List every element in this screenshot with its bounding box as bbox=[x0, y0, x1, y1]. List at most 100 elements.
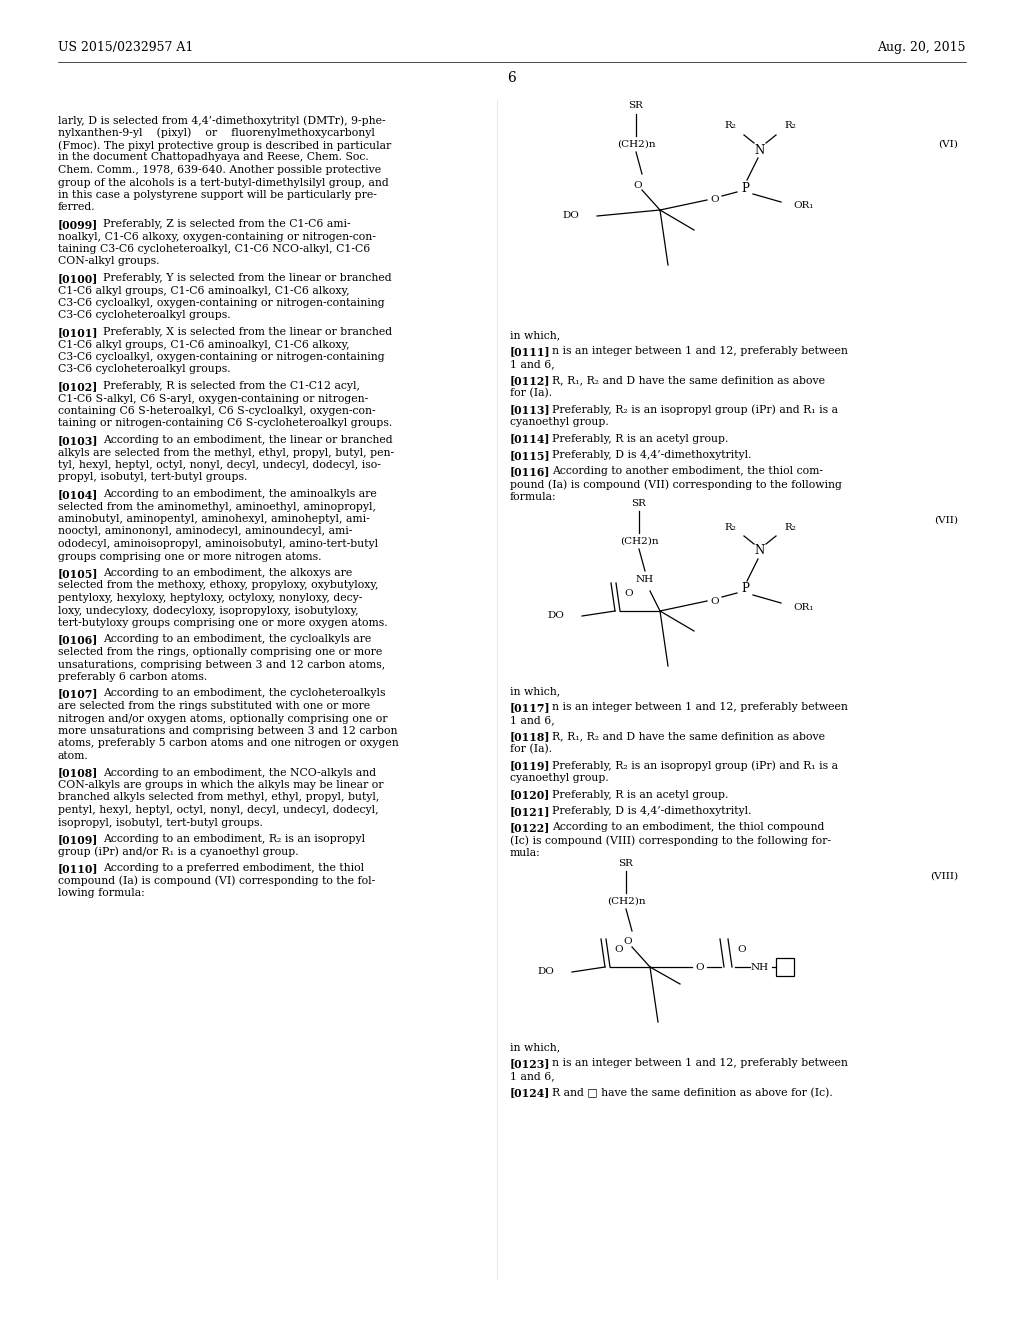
Text: isopropyl, isobutyl, tert-butyl groups.: isopropyl, isobutyl, tert-butyl groups. bbox=[58, 817, 263, 828]
Bar bbox=[776, 958, 794, 975]
Text: O: O bbox=[624, 937, 632, 946]
Text: for (Ia).: for (Ia). bbox=[510, 744, 552, 754]
Text: mula:: mula: bbox=[510, 847, 541, 858]
Text: (VI): (VI) bbox=[938, 140, 958, 149]
Text: [0100]: [0100] bbox=[58, 273, 98, 284]
Text: groups comprising one or more nitrogen atoms.: groups comprising one or more nitrogen a… bbox=[58, 552, 322, 561]
Text: C3-C6 cycloalkyl, oxygen-containing or nitrogen-containing: C3-C6 cycloalkyl, oxygen-containing or n… bbox=[58, 352, 385, 362]
Text: group of the alcohols is a tert-butyl-dimethylsilyl group, and: group of the alcohols is a tert-butyl-di… bbox=[58, 177, 389, 187]
Text: N: N bbox=[755, 144, 765, 157]
Text: cyanoethyl group.: cyanoethyl group. bbox=[510, 774, 608, 783]
Text: (CH2)n: (CH2)n bbox=[620, 536, 658, 545]
Text: 1 and 6,: 1 and 6, bbox=[510, 359, 555, 370]
Text: nooctyl, aminononyl, aminodecyl, aminoundecyl, ami-: nooctyl, aminononyl, aminodecyl, aminoun… bbox=[58, 527, 352, 536]
Text: branched alkyls selected from methyl, ethyl, propyl, butyl,: branched alkyls selected from methyl, et… bbox=[58, 792, 379, 803]
Text: pentyloxy, hexyloxy, heptyloxy, octyloxy, nonyloxy, decy-: pentyloxy, hexyloxy, heptyloxy, octyloxy… bbox=[58, 593, 362, 603]
Text: in the document Chattopadhyaya and Reese, Chem. Soc.: in the document Chattopadhyaya and Reese… bbox=[58, 153, 369, 162]
Text: alkyls are selected from the methyl, ethyl, propyl, butyl, pen-: alkyls are selected from the methyl, eth… bbox=[58, 447, 394, 458]
Text: O: O bbox=[634, 181, 642, 190]
Text: in which,: in which, bbox=[510, 1041, 560, 1052]
Text: noalkyl, C1-C6 alkoxy, oxygen-containing or nitrogen-con-: noalkyl, C1-C6 alkoxy, oxygen-containing… bbox=[58, 231, 376, 242]
Text: Preferably, R is selected from the C1-C12 acyl,: Preferably, R is selected from the C1-C1… bbox=[103, 381, 360, 391]
Text: pound (Ia) is compound (VII) corresponding to the following: pound (Ia) is compound (VII) correspondi… bbox=[510, 479, 842, 490]
Text: [0122]: [0122] bbox=[510, 822, 550, 833]
Text: N: N bbox=[755, 544, 765, 557]
Text: (CH2)n: (CH2)n bbox=[606, 896, 645, 906]
Text: [0113]: [0113] bbox=[510, 404, 551, 416]
Text: [0117]: [0117] bbox=[510, 702, 551, 714]
Text: [0103]: [0103] bbox=[58, 436, 98, 446]
Text: cyanoethyl group.: cyanoethyl group. bbox=[510, 417, 608, 426]
Text: [0101]: [0101] bbox=[58, 327, 98, 338]
Text: According to another embodiment, the thiol com-: According to another embodiment, the thi… bbox=[552, 466, 823, 477]
Text: Preferably, D is 4,4’-dimethoxytrityl.: Preferably, D is 4,4’-dimethoxytrityl. bbox=[552, 450, 752, 459]
Text: SR: SR bbox=[629, 102, 643, 111]
Text: atoms, preferably 5 carbon atoms and one nitrogen or oxygen: atoms, preferably 5 carbon atoms and one… bbox=[58, 738, 398, 748]
Text: (Fmoc). The pixyl protective group is described in particular: (Fmoc). The pixyl protective group is de… bbox=[58, 140, 391, 150]
Text: [0105]: [0105] bbox=[58, 568, 98, 579]
Text: (VII): (VII) bbox=[934, 516, 958, 525]
Text: n is an integer between 1 and 12, preferably between: n is an integer between 1 and 12, prefer… bbox=[552, 1059, 848, 1068]
Text: OR₁: OR₁ bbox=[793, 202, 813, 210]
Text: Preferably, Z is selected from the C1-C6 ami-: Preferably, Z is selected from the C1-C6… bbox=[103, 219, 350, 228]
Text: R₂: R₂ bbox=[784, 121, 796, 131]
Text: taining C3-C6 cycloheteroalkyl, C1-C6 NCO-alkyl, C1-C6: taining C3-C6 cycloheteroalkyl, C1-C6 NC… bbox=[58, 244, 371, 253]
Text: ododecyl, aminoisopropyl, aminoisobutyl, amino-tert-butyl: ododecyl, aminoisopropyl, aminoisobutyl,… bbox=[58, 539, 378, 549]
Text: O: O bbox=[695, 962, 705, 972]
Text: aminobutyl, aminopentyl, aminohexyl, aminoheptyl, ami-: aminobutyl, aminopentyl, aminohexyl, ami… bbox=[58, 513, 370, 524]
Text: According to an embodiment, the linear or branched: According to an embodiment, the linear o… bbox=[103, 436, 392, 445]
Text: [0108]: [0108] bbox=[58, 767, 98, 779]
Text: [0107]: [0107] bbox=[58, 689, 98, 700]
Text: [0114]: [0114] bbox=[510, 433, 551, 445]
Text: Preferably, R₂ is an isopropyl group (iPr) and R₁ is a: Preferably, R₂ is an isopropyl group (iP… bbox=[552, 760, 838, 771]
Text: P: P bbox=[741, 181, 749, 194]
Text: nylxanthen-9-yl    (pixyl)    or    fluorenylmethoxycarbonyl: nylxanthen-9-yl (pixyl) or fluorenylmeth… bbox=[58, 128, 375, 139]
Text: more unsaturations and comprising between 3 and 12 carbon: more unsaturations and comprising betwee… bbox=[58, 726, 397, 737]
Text: According to an embodiment, the alkoxys are: According to an embodiment, the alkoxys … bbox=[103, 568, 352, 578]
Text: DO: DO bbox=[538, 968, 554, 977]
Text: tyl, hexyl, heptyl, octyl, nonyl, decyl, undecyl, dodecyl, iso-: tyl, hexyl, heptyl, octyl, nonyl, decyl,… bbox=[58, 459, 381, 470]
Text: [0110]: [0110] bbox=[58, 863, 98, 874]
Text: According to an embodiment, the thiol compound: According to an embodiment, the thiol co… bbox=[552, 822, 824, 833]
Text: (VIII): (VIII) bbox=[930, 873, 958, 880]
Text: [0109]: [0109] bbox=[58, 834, 98, 845]
Text: taining or nitrogen-containing C6 S-cycloheteroalkyl groups.: taining or nitrogen-containing C6 S-cycl… bbox=[58, 418, 392, 429]
Text: preferably 6 carbon atoms.: preferably 6 carbon atoms. bbox=[58, 672, 207, 682]
Text: are selected from the rings substituted with one or more: are selected from the rings substituted … bbox=[58, 701, 370, 711]
Text: C3-C6 cycloheteroalkyl groups.: C3-C6 cycloheteroalkyl groups. bbox=[58, 364, 230, 375]
Text: [0124]: [0124] bbox=[510, 1088, 550, 1098]
Text: [0121]: [0121] bbox=[510, 807, 551, 817]
Text: Aug. 20, 2015: Aug. 20, 2015 bbox=[878, 41, 966, 54]
Text: loxy, undecyloxy, dodecyloxy, isopropyloxy, isobutyloxy,: loxy, undecyloxy, dodecyloxy, isopropylo… bbox=[58, 606, 358, 615]
Text: P: P bbox=[741, 582, 749, 595]
Text: O: O bbox=[737, 945, 746, 953]
Text: unsaturations, comprising between 3 and 12 carbon atoms,: unsaturations, comprising between 3 and … bbox=[58, 660, 385, 669]
Text: According to an embodiment, the aminoalkyls are: According to an embodiment, the aminoalk… bbox=[103, 488, 377, 499]
Text: NH: NH bbox=[636, 574, 654, 583]
Text: in which,: in which, bbox=[510, 330, 560, 341]
Text: [0116]: [0116] bbox=[510, 466, 551, 478]
Text: group (iPr) and/or R₁ is a cyanoethyl group.: group (iPr) and/or R₁ is a cyanoethyl gr… bbox=[58, 846, 299, 857]
Text: Chem. Comm., 1978, 639-640. Another possible protective: Chem. Comm., 1978, 639-640. Another poss… bbox=[58, 165, 381, 176]
Text: pentyl, hexyl, heptyl, octyl, nonyl, decyl, undecyl, dodecyl,: pentyl, hexyl, heptyl, octyl, nonyl, dec… bbox=[58, 805, 379, 814]
Text: [0099]: [0099] bbox=[58, 219, 98, 230]
Text: formula:: formula: bbox=[510, 491, 557, 502]
Text: Preferably, R₂ is an isopropyl group (iPr) and R₁ is a: Preferably, R₂ is an isopropyl group (iP… bbox=[552, 404, 838, 414]
Text: According to an embodiment, the cycloheteroalkyls: According to an embodiment, the cyclohet… bbox=[103, 689, 385, 698]
Text: According to an embodiment, R₂ is an isopropyl: According to an embodiment, R₂ is an iso… bbox=[103, 834, 366, 843]
Text: 6: 6 bbox=[508, 71, 516, 84]
Text: US 2015/0232957 A1: US 2015/0232957 A1 bbox=[58, 41, 194, 54]
Text: [0112]: [0112] bbox=[510, 375, 551, 387]
Text: SR: SR bbox=[632, 499, 646, 507]
Text: [0102]: [0102] bbox=[58, 381, 98, 392]
Text: R₂: R₂ bbox=[784, 523, 796, 532]
Text: containing C6 S-heteroalkyl, C6 S-cycloalkyl, oxygen-con-: containing C6 S-heteroalkyl, C6 S-cycloa… bbox=[58, 407, 376, 416]
Text: Preferably, X is selected from the linear or branched: Preferably, X is selected from the linea… bbox=[103, 327, 392, 337]
Text: [0104]: [0104] bbox=[58, 488, 98, 500]
Text: ferred.: ferred. bbox=[58, 202, 95, 213]
Text: n is an integer between 1 and 12, preferably between: n is an integer between 1 and 12, prefer… bbox=[552, 702, 848, 713]
Text: Preferably, D is 4,4’-dimethoxytrityl.: Preferably, D is 4,4’-dimethoxytrityl. bbox=[552, 807, 752, 816]
Text: 1 and 6,: 1 and 6, bbox=[510, 1071, 555, 1081]
Text: [0115]: [0115] bbox=[510, 450, 551, 461]
Text: [0106]: [0106] bbox=[58, 635, 98, 645]
